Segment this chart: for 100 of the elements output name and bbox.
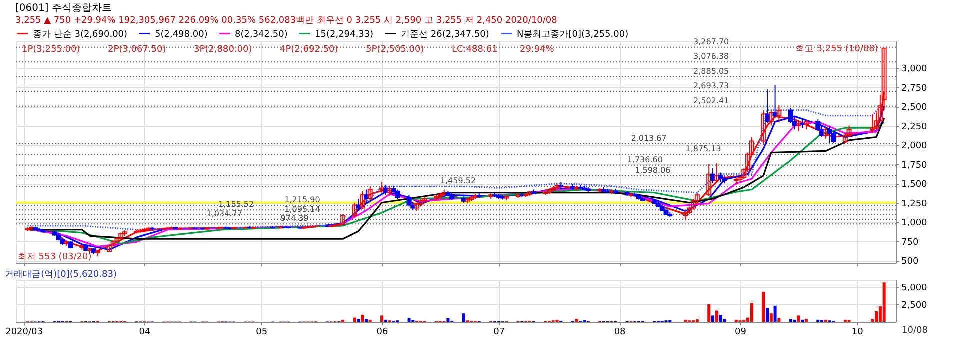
x-tick-label: 10 (852, 328, 864, 338)
x-tick-label: 2020/03 (6, 328, 43, 338)
candlestick (827, 125, 832, 144)
bar (462, 314, 466, 322)
y-tick-label: 1,000 (902, 218, 928, 229)
candlestick (761, 110, 766, 146)
candlestick (360, 190, 366, 210)
candlestick (406, 194, 412, 208)
candlestick (383, 184, 388, 196)
y-tick-label: 2,500 (902, 301, 928, 311)
ref-line-label: 1,459.52 (440, 176, 476, 186)
bar (364, 319, 368, 322)
y-tick-label: 5,000 (902, 284, 928, 294)
candlestick (718, 172, 724, 183)
ref-line-label: 2,693.73 (694, 82, 730, 91)
x-tick-label: 09 (735, 328, 747, 338)
bar (361, 315, 364, 322)
annotation: 5P(2,505.00) (366, 45, 424, 55)
y-tick-label: 2,000 (902, 142, 928, 152)
bar (778, 318, 781, 322)
ref-line-label: 2,502.41 (694, 96, 730, 106)
candlestick (772, 84, 778, 119)
candlestick (796, 120, 802, 132)
y-tick-label: 2,250 (902, 122, 928, 132)
ref-line-label: 2,885.05 (694, 66, 730, 76)
candlestick (387, 186, 392, 196)
candlestick (706, 164, 712, 196)
bar (408, 318, 411, 322)
ref-line-label: 974.39 (280, 214, 309, 224)
candlestick (352, 202, 358, 218)
y-tick-label: 1,500 (902, 180, 928, 190)
candlestick (683, 210, 688, 222)
candlestick (380, 182, 385, 194)
chart-subtitle: 3,255 ▲ 750 +29.94% 192,305,967 226.09% 00.35% 562,083백만 최우선 0 3,255 시 2,590 고 3,255 저 2,450 2020/10/08 (16, 16, 558, 26)
bar (575, 319, 578, 322)
annotation: 2P(3,067.50) (108, 45, 166, 55)
chart-title: 거래대금(억)[0](5,620.83) (5, 270, 117, 280)
legend-label: 5(2,498.00) (155, 30, 208, 40)
bar (789, 319, 792, 322)
legend-label: 8(2,342.50) (235, 30, 288, 40)
candlestick (768, 110, 774, 126)
annotation: 최저 553 (03/20) (18, 252, 92, 263)
bar (797, 316, 800, 322)
bar (380, 316, 384, 322)
candlestick (804, 120, 809, 130)
annotation: LC:488.61 (452, 45, 498, 55)
ref-line-label: 1,736.60 (627, 155, 663, 164)
y-tick-label: 750 (902, 238, 919, 248)
x-tick-label: 08 (614, 328, 626, 338)
y-tick-label: 2,750 (902, 84, 928, 94)
y-tick-label: 1,750 (902, 160, 928, 171)
bar (723, 319, 726, 322)
bar (766, 308, 770, 322)
bar (715, 310, 718, 322)
bar (762, 292, 766, 322)
annotation: 4P(2,692.50) (280, 45, 338, 55)
bar (750, 303, 754, 322)
legend-label: N봉최고종가[0](3,255.00) (517, 30, 629, 40)
candlestick (776, 104, 782, 122)
candlestick (395, 189, 400, 200)
x-tick-label: 05 (256, 328, 268, 338)
ref-line-label: 1,875.13 (686, 144, 722, 154)
candlestick (340, 214, 346, 226)
text: 10/08 (902, 326, 928, 336)
legend-label: 종가 단순 3(2,690.00) (33, 30, 128, 40)
bar (774, 306, 777, 322)
bar (353, 318, 356, 322)
ref-line-label: 3,267.70 (694, 37, 730, 46)
ref-line-label: 1,034.77 (206, 209, 242, 218)
candlestick (368, 186, 373, 202)
ref-line-label: 1,598.06 (635, 166, 671, 176)
y-tick-label: 500 (902, 257, 919, 268)
candlestick (714, 163, 720, 183)
ref-line-label: 2,013.67 (631, 134, 667, 144)
x-tick-label: 06 (376, 328, 389, 338)
ref-line-label: 1,095.14 (284, 204, 320, 214)
bar (708, 304, 711, 322)
bar (719, 315, 722, 322)
ref-line-label: 3,076.38 (694, 52, 730, 62)
annotation: 3P(2,880.00) (194, 45, 252, 55)
y-tick-label: 1,250 (902, 199, 928, 210)
chart-title: [0601] 주식종합차트 (16, 3, 112, 14)
bar (770, 314, 773, 322)
bar (804, 319, 808, 322)
legend-label: 기준선 26(2,347.50) (401, 30, 490, 40)
candlestick (356, 198, 362, 212)
candlestick (823, 126, 828, 140)
x-tick-label: 07 (494, 328, 506, 338)
legend-label: 15(2,294.33) (315, 30, 374, 40)
bar (882, 282, 886, 322)
annotation: 29.94% (520, 45, 555, 55)
annotation: 1P(3,255.00) (22, 45, 80, 55)
annotation: 최고 3,255 (10/08) (796, 44, 878, 54)
candlestick (870, 114, 876, 134)
y-tick-label: 3,000 (902, 64, 928, 74)
x-tick-label: 04 (139, 328, 151, 338)
bar (357, 319, 360, 322)
bar (446, 318, 450, 322)
y-tick-label: 2,500 (902, 103, 928, 114)
bar (711, 316, 714, 322)
